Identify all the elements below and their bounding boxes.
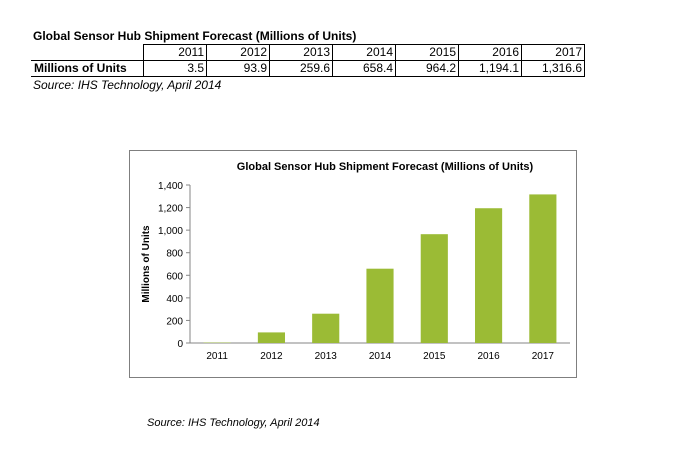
chart-title: Global Sensor Hub Shipment Forecast (Mil… xyxy=(237,161,534,173)
x-tick-label: 2017 xyxy=(532,351,555,362)
bar xyxy=(420,234,448,343)
y-tick-label: 200 xyxy=(166,316,183,327)
y-tick-label: 800 xyxy=(166,249,183,260)
bar xyxy=(312,313,340,343)
table-source-note: Source: IHS Technology, April 2014 xyxy=(33,78,222,92)
row-label: Millions of Units xyxy=(31,60,144,77)
y-tick-label: 0 xyxy=(177,339,183,350)
x-tick-label: 2011 xyxy=(206,351,228,362)
table-cell: 1,316.6 xyxy=(521,60,585,77)
bar-chart: Global Sensor Hub Shipment Forecast (Mil… xyxy=(141,161,570,362)
table-cell: 658.4 xyxy=(332,60,396,77)
year-header: 2015 xyxy=(395,44,459,61)
chart-frame: Global Sensor Hub Shipment Forecast (Mil… xyxy=(129,150,577,378)
y-tick-label: 1,400 xyxy=(158,181,183,192)
year-header: 2014 xyxy=(332,44,396,61)
table-cell: 1,194.1 xyxy=(458,60,522,77)
table-cell: 3.5 xyxy=(143,60,207,77)
y-tick-label: 600 xyxy=(166,271,183,282)
table-corner-cell xyxy=(31,44,144,61)
table-row: Millions of Units 3.5 93.9 259.6 658.4 9… xyxy=(31,60,585,77)
bar xyxy=(366,268,394,343)
table-header-row: 2011 2012 2013 2014 2015 2016 2017 xyxy=(31,44,585,61)
table-cell: 964.2 xyxy=(395,60,459,77)
table-title: Global Sensor Hub Shipment Forecast (Mil… xyxy=(33,29,357,43)
x-tick-label: 2016 xyxy=(477,351,500,362)
x-tick-label: 2014 xyxy=(369,351,392,362)
year-header: 2013 xyxy=(269,44,333,61)
x-tick-label: 2015 xyxy=(423,351,446,362)
y-tick-label: 400 xyxy=(166,294,183,305)
year-header: 2011 xyxy=(143,44,207,61)
y-tick-label: 1,200 xyxy=(158,204,183,215)
chart-source-note: Source: IHS Technology, April 2014 xyxy=(147,417,320,429)
x-tick-label: 2013 xyxy=(315,351,338,362)
bar xyxy=(529,194,557,343)
year-header: 2016 xyxy=(458,44,522,61)
table-cell: 259.6 xyxy=(269,60,333,77)
year-header: 2012 xyxy=(206,44,270,61)
y-tick-label: 1,000 xyxy=(158,226,183,237)
table-cell: 93.9 xyxy=(206,60,270,77)
bar xyxy=(475,208,503,343)
forecast-table: 2011 2012 2013 2014 2015 2016 2017 Milli… xyxy=(31,44,585,77)
bar xyxy=(257,332,285,343)
year-header: 2017 xyxy=(521,44,585,61)
y-axis-label: Millions of Units xyxy=(141,225,152,303)
x-tick-label: 2012 xyxy=(260,351,283,362)
